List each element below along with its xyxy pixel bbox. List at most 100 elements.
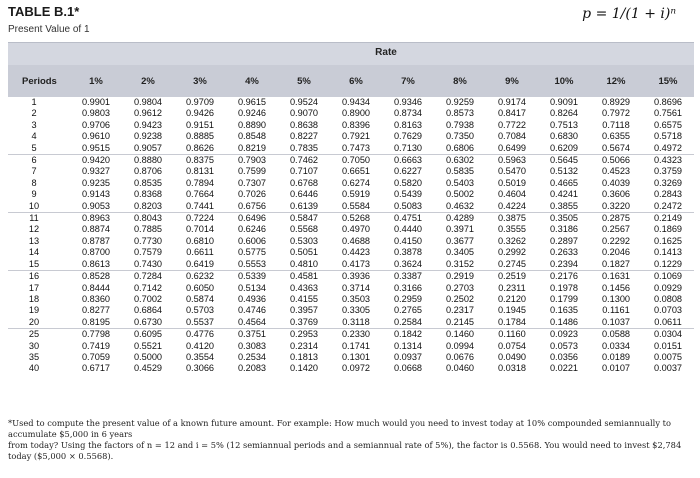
table-body: 1 0.9901 0.9804 0.9709 0.9615 0.9524 0.9434 0.9… bbox=[8, 97, 694, 375]
table-row: 15 0.8613 0.7430 0.6419 0.5553 0.4810 0.4173 0.… bbox=[8, 258, 694, 272]
factor-cell: 0.2703 bbox=[445, 282, 475, 293]
factor-cell: 0.2472 bbox=[642, 200, 694, 214]
period-cell: 3 bbox=[31, 119, 37, 130]
factor-cell: 0.5847 bbox=[289, 213, 319, 224]
factor-cell: 0.1784 bbox=[486, 316, 538, 330]
factor-cell: 0.0972 bbox=[341, 363, 371, 374]
factor-cell: 0.2176 bbox=[549, 271, 579, 282]
period-cell: 1 bbox=[31, 97, 37, 107]
factor-cell: 0.1741 bbox=[341, 340, 371, 351]
factor-cell: 0.6663 bbox=[393, 155, 423, 166]
factor-cell: 0.4810 bbox=[278, 258, 330, 272]
factor-cell: 0.2502 bbox=[445, 293, 475, 304]
factor-cell: 0.5051 bbox=[289, 247, 319, 258]
factor-cell: 0.9143 bbox=[81, 189, 111, 200]
factor-cell: 0.5835 bbox=[445, 166, 475, 177]
footnote: *Used to compute the present value of a … bbox=[8, 418, 694, 462]
table-row: 20 0.8195 0.6730 0.5537 0.4564 0.3769 0.3118 0.… bbox=[8, 316, 694, 330]
factor-cell: 0.0611 bbox=[642, 316, 694, 330]
factor-cell: 0.3269 bbox=[653, 177, 683, 188]
factor-cell: 0.1314 bbox=[393, 340, 423, 351]
period-cell: 7 bbox=[31, 166, 37, 177]
table-row: 18 0.8360 0.7002 0.5874 0.4936 0.4155 0.3503 0.… bbox=[8, 294, 694, 305]
table-row: 1 0.9901 0.9804 0.9709 0.9615 0.9524 0.9434 0.9… bbox=[8, 97, 694, 108]
factor-cell: 0.3186 bbox=[549, 224, 579, 235]
factor-cell: 0.4423 bbox=[341, 247, 371, 258]
factor-cell: 0.8885 bbox=[185, 131, 215, 142]
factor-cell: 0.6139 bbox=[278, 200, 330, 214]
factor-cell: 0.0668 bbox=[393, 363, 423, 374]
factor-cell: 0.7938 bbox=[445, 119, 475, 130]
factor-cell: 0.5553 bbox=[226, 258, 278, 272]
factor-cell: 0.4581 bbox=[289, 271, 319, 282]
factor-cell: 0.7441 bbox=[174, 200, 226, 214]
factor-cell: 0.6496 bbox=[237, 213, 267, 224]
rate-column-header: 9% bbox=[505, 75, 519, 87]
factor-cell: 0.3714 bbox=[341, 282, 371, 293]
factor-cell: 0.4564 bbox=[226, 316, 278, 330]
factor-cell: 0.8368 bbox=[133, 189, 163, 200]
table-row: 17 0.8444 0.7142 0.6050 0.5134 0.4363 0.3714 0.… bbox=[8, 283, 694, 294]
factor-cell: 0.4776 bbox=[185, 329, 215, 340]
factor-cell: 0.7972 bbox=[601, 108, 631, 119]
rate-column-header: 7% bbox=[401, 75, 415, 87]
factor-cell: 0.5470 bbox=[497, 166, 527, 177]
factor-cell: 0.0994 bbox=[445, 340, 475, 351]
table-row: 3 0.9706 0.9423 0.9151 0.8890 0.8638 0.8396 0.8… bbox=[8, 120, 694, 131]
factor-cell: 0.1069 bbox=[653, 271, 683, 282]
factor-cell: 0.3759 bbox=[653, 166, 683, 177]
factor-cell: 0.5268 bbox=[341, 213, 371, 224]
factor-cell: 0.2992 bbox=[497, 247, 527, 258]
rate-header-band: Rate bbox=[8, 42, 694, 65]
factor-cell: 0.1869 bbox=[653, 224, 683, 235]
factor-cell: 0.8417 bbox=[497, 108, 527, 119]
factor-cell: 0.3166 bbox=[393, 282, 423, 293]
factor-cell: 0.7664 bbox=[185, 189, 215, 200]
factor-cell: 0.8929 bbox=[601, 97, 631, 107]
factor-cell: 0.9524 bbox=[289, 97, 319, 107]
column-header-row: Periods 1% 2% 3% 4% 5% 6% 7% 8% 9% 10% 12% 15% bbox=[8, 65, 694, 97]
factor-cell: 0.5874 bbox=[185, 293, 215, 304]
factor-cell: 0.7224 bbox=[185, 213, 215, 224]
factor-cell: 0.6232 bbox=[185, 271, 215, 282]
factor-cell: 0.0304 bbox=[653, 329, 683, 340]
factor-cell: 0.7026 bbox=[237, 189, 267, 200]
factor-cell: 0.2534 bbox=[237, 351, 267, 362]
factor-cell: 0.2330 bbox=[341, 329, 371, 340]
table-subtitle: Present Value of 1 bbox=[8, 24, 90, 35]
table-row: 11 0.8963 0.8043 0.7224 0.6496 0.5847 0.5268 0.… bbox=[8, 213, 694, 225]
period-cell: 35 bbox=[28, 351, 40, 362]
table-row: 4 0.9610 0.9238 0.8885 0.8548 0.8227 0.7921 0.7… bbox=[8, 131, 694, 142]
table-row: 30 0.7419 0.5521 0.4120 0.3083 0.2314 0.1741 0.… bbox=[8, 341, 694, 352]
factor-cell: 0.8043 bbox=[133, 213, 163, 224]
factor-cell: 0.8277 bbox=[81, 305, 111, 316]
factor-cell: 0.9238 bbox=[133, 131, 163, 142]
factor-cell: 0.0318 bbox=[497, 363, 527, 374]
factor-cell: 0.7059 bbox=[81, 351, 111, 362]
table-row: 40 0.6717 0.4529 0.3066 0.2083 0.1420 0.0972 0.… bbox=[8, 363, 694, 374]
factor-cell: 0.9610 bbox=[81, 131, 111, 142]
factor-cell: 0.5584 bbox=[330, 200, 382, 214]
factor-cell: 0.4523 bbox=[601, 166, 631, 177]
factor-cell: 0.3875 bbox=[497, 213, 527, 224]
factor-cell: 0.1635 bbox=[549, 305, 579, 316]
factor-cell: 0.9151 bbox=[185, 119, 215, 130]
factor-cell: 0.7473 bbox=[330, 142, 382, 156]
factor-cell: 0.4241 bbox=[549, 189, 579, 200]
factor-cell: 0.0923 bbox=[549, 329, 579, 340]
factor-cell: 0.2394 bbox=[538, 258, 590, 272]
factor-cell: 0.5645 bbox=[549, 155, 579, 166]
factor-cell: 0.3769 bbox=[278, 316, 330, 330]
factor-cell: 0.9709 bbox=[185, 97, 215, 107]
factor-cell: 0.0676 bbox=[445, 351, 475, 362]
factor-cell: 0.6006 bbox=[237, 235, 267, 246]
factor-cell: 0.1301 bbox=[341, 351, 371, 362]
factor-cell: 0.6575 bbox=[653, 119, 683, 130]
factor-cell: 0.7629 bbox=[393, 131, 423, 142]
factor-cell: 0.7419 bbox=[81, 340, 111, 351]
factor-cell: 0.5019 bbox=[497, 177, 527, 188]
factor-cell: 0.6768 bbox=[289, 177, 319, 188]
factor-cell: 0.3305 bbox=[341, 305, 371, 316]
factor-cell: 0.6806 bbox=[434, 142, 486, 156]
factor-cell: 0.3387 bbox=[393, 271, 423, 282]
